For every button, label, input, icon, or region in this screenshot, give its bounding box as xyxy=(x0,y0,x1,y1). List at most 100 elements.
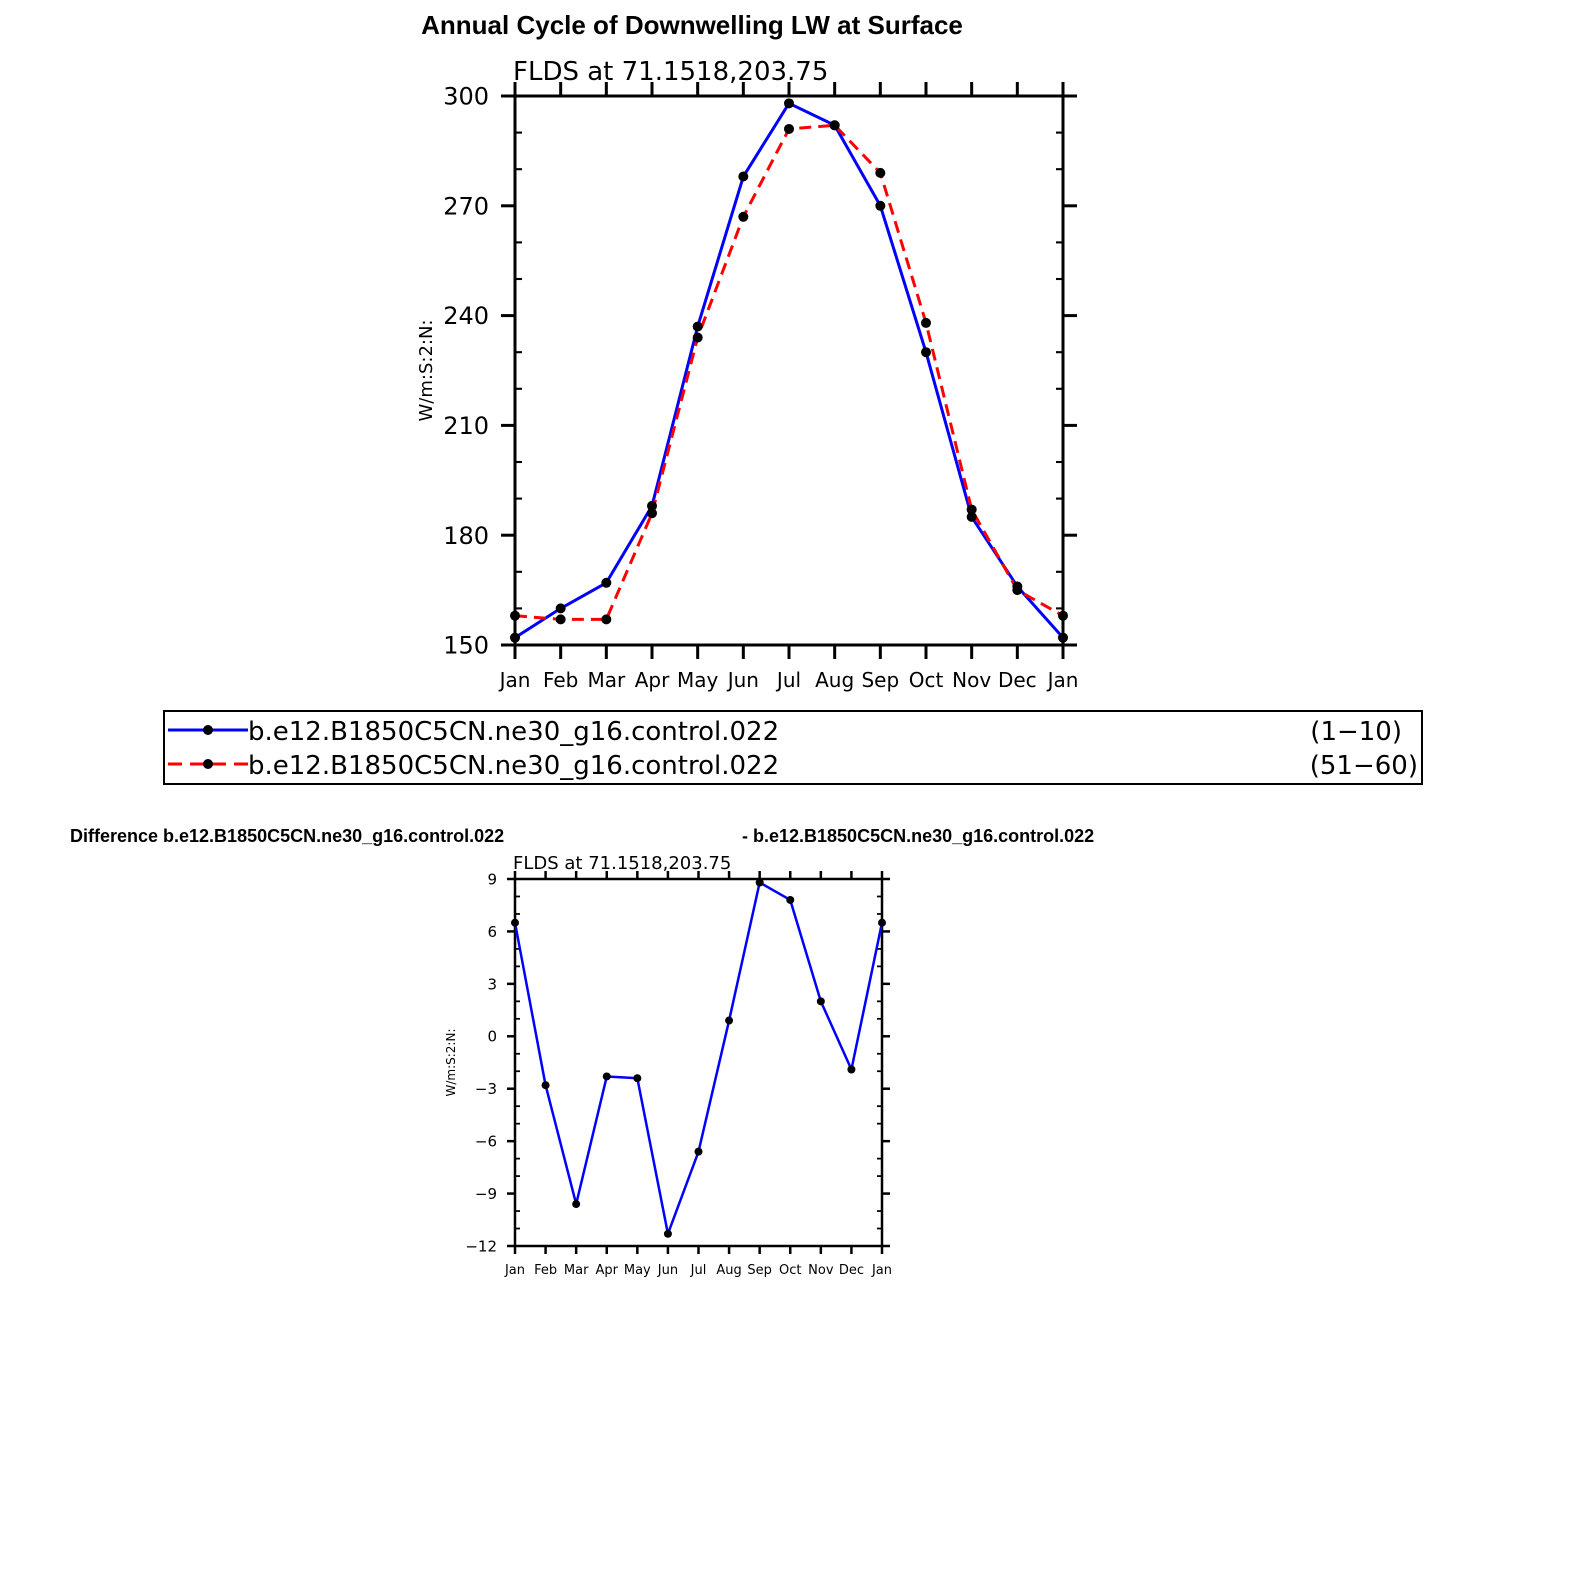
data-point-series2 xyxy=(555,614,566,625)
y-tick-label: 0 xyxy=(487,1028,497,1046)
difference-title-left: Difference b.e12.B1850C5CN.ne30_g16.cont… xyxy=(70,826,504,846)
y-tick-label: 240 xyxy=(443,302,489,330)
data-point-series1 xyxy=(601,577,612,588)
y-tick-label: 9 xyxy=(487,870,497,888)
y-tick-label: 270 xyxy=(443,192,489,220)
y-tick-label: 150 xyxy=(443,632,489,660)
data-point-series1 xyxy=(755,878,764,887)
x-tick-label: Aug xyxy=(716,1263,741,1278)
data-point-series1 xyxy=(572,1200,581,1209)
legend-frame xyxy=(163,710,1423,785)
legend-marker-series2 xyxy=(203,759,213,769)
y-tick-label: 6 xyxy=(487,923,497,941)
plot-frame xyxy=(513,877,884,1248)
data-point-series1 xyxy=(921,347,931,358)
legend-period-series1: (1−10) xyxy=(1310,717,1402,747)
difference-title-right: - b.e12.B1850C5CN.ne30_g16.control.022 xyxy=(742,826,1094,846)
data-point-series2 xyxy=(921,317,931,328)
data-point-series2 xyxy=(738,211,749,222)
y-tick-label: 300 xyxy=(443,83,489,111)
x-tick-label: Aug xyxy=(815,668,854,692)
data-point-series1 xyxy=(738,171,749,182)
data-point-series1 xyxy=(555,603,566,614)
y-tick-label: 180 xyxy=(443,522,489,550)
data-point-series1 xyxy=(541,1081,550,1090)
plot-frame xyxy=(513,94,1065,647)
data-point-series1 xyxy=(633,1074,642,1083)
x-tick-label: Jan xyxy=(1046,668,1079,692)
x-tick-label: Sep xyxy=(747,1263,772,1278)
x-tick-label: Jun xyxy=(657,1263,678,1278)
data-point-series1 xyxy=(663,1229,672,1238)
data-point-series1 xyxy=(1058,632,1068,643)
y-tick-label: 210 xyxy=(443,412,489,440)
x-tick-label: Jul xyxy=(690,1263,707,1278)
legend-period-series2: (51−60) xyxy=(1310,751,1418,781)
x-tick-label: Feb xyxy=(543,668,578,692)
chart-subtitle: FLDS at 71.1518,203.75 xyxy=(513,853,731,874)
y-axis-label: W/m:S:2:N: xyxy=(416,320,437,422)
x-tick-label: Nov xyxy=(952,668,991,692)
x-tick-label: Jun xyxy=(726,668,759,692)
x-tick-label: Dec xyxy=(998,668,1037,692)
x-tick-label: Jan xyxy=(504,1263,525,1278)
data-point-series1 xyxy=(511,918,519,927)
y-tick-label: −12 xyxy=(465,1237,497,1255)
data-point-series2 xyxy=(966,504,977,515)
series-line-1 xyxy=(513,881,884,1236)
x-tick-label: Oct xyxy=(779,1263,801,1278)
x-tick-label: Mar xyxy=(587,668,626,692)
x-tick-label: Oct xyxy=(909,668,944,692)
data-point-series2 xyxy=(601,614,612,625)
data-point-series1 xyxy=(725,1016,734,1025)
data-point-series1 xyxy=(694,1147,703,1156)
y-tick-label: 3 xyxy=(487,975,497,993)
x-tick-label: Jul xyxy=(775,668,801,692)
data-point-series2 xyxy=(875,167,886,178)
annual-cycle-chart: Jan Feb Mar Apr May Jun Jul Aug Sep Oct Nov Dec Jan 1… xyxy=(416,57,1078,692)
x-tick-label: May xyxy=(677,668,719,692)
main-title: Annual Cycle of Downwelling LW at Surfac… xyxy=(421,10,963,40)
x-tick-label: Apr xyxy=(596,1263,619,1278)
data-point-series1 xyxy=(510,632,520,643)
x-tick-label: Jan xyxy=(498,668,531,692)
data-point-series2 xyxy=(1058,610,1068,621)
x-tick-label: Feb xyxy=(534,1263,557,1278)
data-point-series1 xyxy=(784,98,794,109)
data-point-series1 xyxy=(692,321,703,332)
x-tick-label: Dec xyxy=(839,1263,864,1278)
data-point-series2 xyxy=(692,332,703,343)
data-point-series1 xyxy=(847,1065,856,1074)
y-tick-label: −3 xyxy=(475,1080,497,1098)
data-point-series1 xyxy=(602,1072,611,1081)
x-tick-label: Jan xyxy=(871,1263,892,1278)
x-tick-label: Nov xyxy=(808,1263,834,1278)
data-point-series1 xyxy=(878,918,886,927)
legend-label-series1: b.e12.B1850C5CN.ne30_g16.control.022 xyxy=(248,717,779,747)
data-point-series1 xyxy=(875,200,886,211)
legend-marker-series1 xyxy=(203,725,213,735)
x-tick-label: Sep xyxy=(861,668,899,692)
x-tick-label: Mar xyxy=(564,1263,589,1278)
series-line-2 xyxy=(514,123,1064,621)
y-tick-label: −6 xyxy=(475,1133,497,1151)
x-tick-label: May xyxy=(624,1263,651,1278)
data-point-series2 xyxy=(647,508,657,519)
difference-chart: Jan Feb Mar Apr May Jun Jul Aug Sep Oct Nov Dec Jan−… xyxy=(444,853,892,1278)
data-point-series2 xyxy=(1012,585,1023,596)
data-point-series2 xyxy=(829,120,840,131)
data-point-series2 xyxy=(784,123,794,134)
y-tick-label: −9 xyxy=(475,1185,497,1203)
x-tick-label: Apr xyxy=(635,668,670,692)
legend-label-series2: b.e12.B1850C5CN.ne30_g16.control.022 xyxy=(248,751,779,781)
data-point-series1 xyxy=(816,997,825,1006)
series-line-1 xyxy=(514,101,1065,639)
data-point-series2 xyxy=(510,610,520,621)
data-point-series1 xyxy=(966,511,977,522)
data-point-series1 xyxy=(786,895,795,904)
data-point-series1 xyxy=(647,500,657,511)
y-axis-label: W/m:S:2:N: xyxy=(444,1029,458,1097)
chart-subtitle: FLDS at 71.1518,203.75 xyxy=(513,57,828,87)
legend: b.e12.B1850C5CN.ne30_g16.control.022 (1−… xyxy=(163,710,1423,785)
